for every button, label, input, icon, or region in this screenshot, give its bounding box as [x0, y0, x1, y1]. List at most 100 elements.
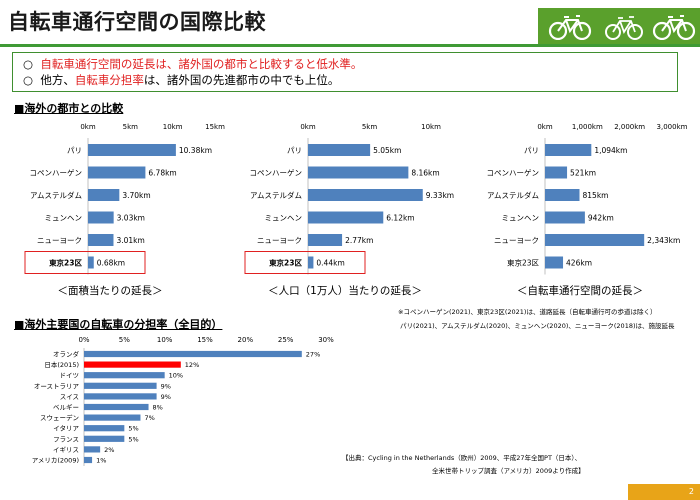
data-label: 27%: [306, 351, 320, 359]
tick-label: 30%: [318, 336, 334, 344]
category-label: アメリカ(2009): [32, 457, 79, 465]
bullet: ○: [23, 57, 34, 71]
category-label: コペンハーゲン: [487, 169, 540, 178]
footnote-2: パリ(2021)、アムステルダム(2020)、ミュンヘン(2020)、ニューヨー…: [400, 322, 675, 330]
bar: [84, 361, 181, 368]
category-label: イタリア: [53, 424, 79, 433]
tick-label: 10%: [157, 336, 173, 344]
bicycle-icon: [605, 16, 643, 40]
bar: [545, 234, 645, 246]
data-label: 3.03km: [117, 214, 145, 223]
bar: [84, 446, 101, 453]
data-label: 10%: [169, 372, 183, 380]
bar: [545, 144, 592, 156]
bar: [84, 372, 165, 379]
category-label: スウェーデン: [40, 413, 79, 422]
category-label: 東京23区: [507, 258, 540, 268]
bar: [88, 211, 114, 224]
data-label: 9%: [161, 393, 171, 401]
bar: [84, 425, 125, 432]
bar: [84, 393, 157, 400]
data-label: 5%: [128, 425, 138, 433]
bar: [88, 234, 114, 246]
data-label: 521km: [570, 169, 596, 178]
bar: [84, 382, 157, 389]
chart-mode-share: 0% 5% 10% 15% 20% 25% 30% オランダ 27% 日本(2015) 12% ドイツ…: [32, 336, 334, 466]
data-label: 426km: [566, 259, 592, 268]
source-note: 【出典：Cycling in the Netherlands（欧州）2009、平…: [342, 452, 585, 478]
data-label: 8%: [153, 404, 163, 412]
data-label: 7%: [144, 414, 154, 422]
chart-area-density: 0km 5km 10km 15km パリ 10.38km コペンハーゲン 6.78km アムステ…: [24, 123, 225, 297]
data-label: 12%: [185, 361, 199, 369]
bicycle-icon: [652, 15, 696, 40]
chart-caption: ＜自転車通行空間の延長＞: [517, 284, 643, 297]
highlight-box: [244, 251, 366, 274]
summary-prefix: 他方、: [40, 73, 75, 87]
data-label: 9%: [161, 382, 171, 390]
data-label: 815km: [583, 191, 609, 200]
source-line-2: 全米世帯トリップ調査（アメリカ）2009より作成】: [432, 467, 585, 475]
tick-label: 0km: [300, 123, 316, 131]
source-line-1: 【出典：Cycling in the Netherlands（欧州）2009、平…: [342, 454, 582, 462]
category-label: ミュンヘン: [265, 214, 303, 223]
data-label: 3.70km: [122, 191, 150, 200]
category-label: ニューヨーク: [494, 236, 539, 245]
bar: [545, 166, 568, 179]
bar: [545, 256, 564, 269]
tick-label: 5km: [123, 123, 139, 131]
title-underline: [0, 44, 700, 47]
data-label: 0.68km: [97, 259, 125, 268]
category-label: 東京23区: [49, 258, 82, 268]
category-label: ミュンヘン: [45, 214, 83, 223]
highlight-box: [24, 251, 146, 274]
bar: [88, 166, 146, 179]
category-label: アムステルダム: [250, 190, 302, 200]
bar: [308, 256, 314, 269]
bar: [84, 456, 93, 464]
footnote-1: ※コペンハーゲン(2021)、東京23区(2021)は、道路延長（自転車通行可の…: [398, 308, 657, 316]
bar: [545, 211, 585, 224]
category-label: コペンハーゲン: [30, 169, 83, 178]
data-label: 0.44km: [316, 259, 344, 268]
bar: [545, 189, 580, 201]
bar: [308, 166, 409, 179]
data-label: 3.01km: [116, 236, 144, 245]
category-label: ミュンヘン: [502, 214, 540, 223]
page-title: 自転車通行空間の国際比較: [8, 10, 266, 34]
data-label: 2,343km: [647, 236, 680, 245]
bar: [84, 403, 149, 411]
title-bar: 自転車通行空間の国際比較: [0, 0, 700, 44]
bar: [308, 211, 384, 224]
data-label: 942km: [588, 214, 614, 223]
data-label: 5.05km: [373, 146, 401, 155]
category-label: 日本(2015): [44, 360, 79, 369]
category-label: アムステルダム: [487, 190, 539, 200]
bar: [308, 234, 343, 246]
data-label: 6.78km: [148, 169, 176, 178]
data-label: 1%: [96, 457, 106, 465]
summary-line-2: ○ 他方、自転車分担率は、諸外国の先進都市の中でも上位。: [23, 72, 667, 88]
category-label: オーストラリア: [34, 382, 80, 390]
bar: [84, 435, 125, 442]
tick-label: 0%: [78, 336, 89, 344]
category-label: ニューヨーク: [37, 236, 82, 245]
chart-caption: ＜面積当たりの延長＞: [58, 284, 163, 297]
summary-line-1: ○ 自転車通行空間の延長は、諸外国の都市と比較すると低水準。: [23, 56, 667, 72]
tick-label: 1,000km: [572, 123, 603, 131]
summary-text: 自転車通行空間の延長は、諸外国の都市と比較すると低水準。: [40, 57, 363, 71]
bicycle-icon: [548, 15, 592, 40]
tick-label: 25%: [278, 336, 294, 344]
data-label: 1,094km: [594, 146, 627, 155]
tick-label: 10km: [421, 123, 441, 131]
section-heading-cities: ■海外の都市との比較: [14, 102, 124, 115]
category-label: パリ: [524, 146, 539, 155]
bar: [308, 144, 371, 156]
category-label: イギリス: [53, 446, 79, 454]
page-number: 2: [628, 484, 700, 500]
category-label: ドイツ: [60, 372, 80, 380]
category-label: 東京23区: [269, 258, 302, 268]
bar: [84, 350, 302, 358]
tick-label: 15%: [197, 336, 213, 344]
data-label: 10.38km: [179, 146, 212, 155]
